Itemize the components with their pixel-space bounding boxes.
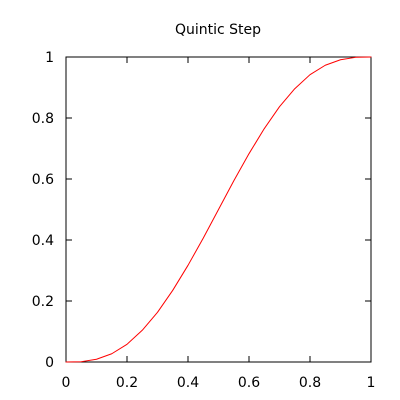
x-tick-label: 0.2 [116, 375, 138, 391]
x-tick-label: 1 [367, 375, 376, 391]
y-tick-label: 0.2 [32, 294, 54, 310]
y-tick-label: 1 [45, 50, 54, 66]
y-tick-label: 0.6 [32, 172, 54, 188]
chart-title: Quintic Step [175, 22, 261, 38]
x-tick-label: 0.6 [238, 375, 260, 391]
plot-frame [65, 56, 372, 363]
axes-layer [65, 56, 372, 363]
y-tick-label: 0.8 [32, 111, 54, 127]
y-tick-label: 0.4 [32, 233, 54, 249]
x-tick-label: 0 [62, 375, 71, 391]
series-line-0 [65, 56, 372, 363]
series-layer [65, 56, 372, 363]
x-tick-label: 0.8 [299, 375, 321, 391]
ticks-layer: 0 0.2 0.4 0.6 0.8 1 0 0.2 0.4 0.6 0.8 1 [32, 50, 376, 391]
y-tick-label: 0 [45, 355, 54, 371]
x-tick-label: 0.4 [177, 375, 199, 391]
